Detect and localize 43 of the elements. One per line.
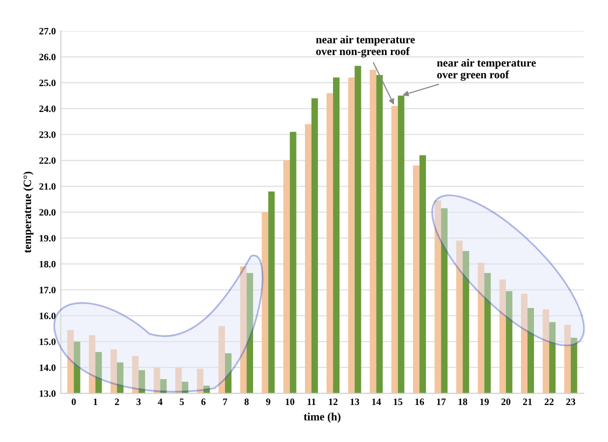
x-tick-label: 5 <box>180 398 184 406</box>
x-tick-label: 12 <box>328 398 338 405</box>
x-tick-label: 14 <box>372 398 381 405</box>
x-tick-label: 16 <box>415 398 424 406</box>
y-tick-label: 21.0 <box>39 183 56 190</box>
x-tick-label: 18 <box>458 398 468 406</box>
x-tick-label: 0 <box>72 398 76 406</box>
x-tick-label: 10 <box>286 398 294 406</box>
y-tick-label: 27.0 <box>39 28 56 34</box>
x-tick-label: 23 <box>566 398 576 406</box>
annotation: near air temperature over non-green roof <box>316 36 415 58</box>
x-tick-label: 7 <box>223 398 228 405</box>
x-tick-label: 6 <box>201 398 206 406</box>
y-axis-title: temperatrue (C°) <box>23 172 34 253</box>
x-tick-label: 20 <box>501 398 510 406</box>
y-tick-label: 13.0 <box>40 390 56 397</box>
x-tick-label: 15 <box>394 398 402 406</box>
y-tick-label: 20.0 <box>39 209 56 216</box>
y-tick-label: 17.0 <box>40 286 56 294</box>
x-tick-label: 8 <box>244 398 249 406</box>
y-tick-label: 24.0 <box>39 106 56 112</box>
x-tick-label: 19 <box>480 398 489 406</box>
y-tick-label: 23.0 <box>39 131 56 138</box>
x-tick-label: 3 <box>136 398 141 406</box>
x-tick-label: 22 <box>544 398 554 405</box>
x-tick-label: 17 <box>436 398 446 405</box>
annotation: near air temperature over green roof <box>437 58 536 81</box>
x-tick-label: 11 <box>308 398 316 405</box>
x-tick-label: 9 <box>266 398 270 406</box>
x-tick-label: 4 <box>158 398 162 405</box>
y-tick-label: 14.0 <box>40 364 56 372</box>
y-tick-label: 25.0 <box>39 80 56 86</box>
x-tick-label: 2 <box>114 398 119 405</box>
y-tick-label: 22.0 <box>39 157 56 164</box>
y-tick-label: 19.0 <box>40 234 56 242</box>
x-tick-label: 1 <box>94 398 98 405</box>
y-tick-label: 18.0 <box>40 260 56 268</box>
x-tick-label: 13 <box>350 398 360 406</box>
x-axis-title: time (h) <box>304 412 340 423</box>
y-tick-label: 16.0 <box>40 312 56 320</box>
x-tick-label: 21 <box>523 398 532 405</box>
y-tick-label: 15.0 <box>40 338 56 346</box>
y-tick-label: 26.0 <box>39 54 56 60</box>
